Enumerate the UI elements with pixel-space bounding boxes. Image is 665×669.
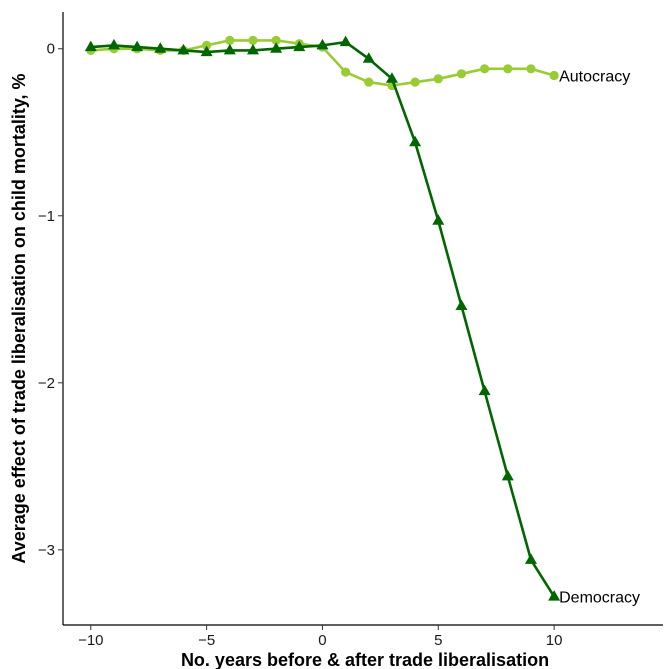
- democracy-point: [177, 43, 190, 55]
- y-tick-label: 0: [47, 41, 55, 58]
- democracy-point: [548, 590, 561, 601]
- democracy-point: [316, 38, 329, 50]
- y-tick-label: −1: [38, 208, 55, 225]
- autocracy-point: [433, 74, 443, 84]
- autocracy-point: [549, 70, 559, 81]
- democracy-series: Democracy: [84, 35, 640, 607]
- x-axis-title: No. years before & after trade liberalis…: [181, 650, 549, 669]
- democracy-point: [432, 214, 445, 225]
- democracy-point: [154, 42, 167, 53]
- autocracy-point: [456, 69, 467, 79]
- autocracy-series: Autocracy: [86, 35, 630, 91]
- plot-series: Autocracy Democracy: [84, 35, 640, 607]
- democracy-label: Democracy: [559, 590, 640, 607]
- democracy-point: [223, 43, 236, 55]
- x-tick-label: −5: [198, 632, 215, 649]
- democracy-point: [501, 469, 514, 481]
- autocracy-point: [271, 35, 281, 45]
- democracy-point: [246, 43, 259, 55]
- democracy-point: [385, 72, 398, 83]
- autocracy-point: [503, 64, 513, 74]
- autocracy-point: [225, 35, 235, 45]
- autocracy-point: [341, 67, 351, 77]
- democracy-point: [200, 45, 213, 57]
- democracy-point: [478, 384, 491, 396]
- autocracy-point: [480, 64, 490, 74]
- x-ticks: −10 −5 0 5 10: [78, 625, 562, 649]
- x-tick-label: 5: [434, 632, 442, 649]
- autocracy-point: [526, 64, 536, 74]
- democracy-point: [293, 40, 306, 52]
- y-axis-title: Average effect of trade liberalisation o…: [9, 73, 29, 563]
- democracy-point: [131, 40, 144, 52]
- democracy-point: [339, 35, 352, 47]
- x-tick-label: −10: [78, 632, 103, 649]
- democracy-point: [362, 52, 375, 63]
- autocracy-label: Autocracy: [559, 68, 630, 85]
- y-tick-label: −2: [38, 375, 55, 392]
- autocracy-point: [410, 77, 420, 87]
- democracy-line: [90, 40, 556, 598]
- autocracy-point: [202, 40, 212, 51]
- y-tick-label: −3: [38, 542, 55, 559]
- democracy-point: [455, 299, 468, 310]
- democracy-point: [409, 135, 422, 147]
- autocracy-point: [248, 35, 258, 45]
- democracy-point: [270, 42, 283, 53]
- x-tick-label: 10: [546, 632, 563, 649]
- democracy-point: [107, 38, 120, 50]
- democracy-point: [524, 553, 537, 564]
- autocracy-point: [364, 77, 374, 87]
- democracy-point: [84, 40, 97, 52]
- x-tick-label: 0: [318, 632, 326, 649]
- axes: [62, 12, 663, 626]
- y-ticks: 0 −1 −2 −3: [38, 41, 63, 559]
